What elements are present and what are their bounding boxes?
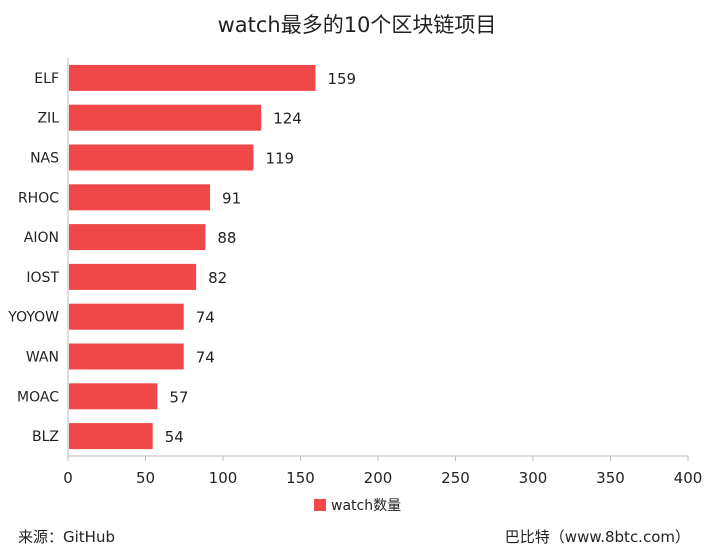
category-label: NAS [30, 151, 59, 167]
category-label: YOYOW [7, 310, 59, 326]
data-label: 57 [169, 388, 188, 406]
data-label: 159 [327, 70, 356, 88]
category-label: WAN [26, 350, 59, 366]
bar-moac [69, 383, 158, 410]
bar-aion [69, 224, 206, 251]
bar-yoyow [69, 303, 184, 330]
category-label: ELF [34, 71, 59, 87]
x-tick-label: 200 [364, 469, 393, 487]
bar-iost [69, 263, 197, 290]
data-label: 82 [208, 269, 227, 287]
category-label: ZIL [37, 111, 59, 127]
data-label: 88 [217, 229, 236, 247]
x-tick-label: 0 [63, 469, 73, 487]
bar-elf [69, 64, 316, 91]
x-tick-label: 400 [674, 469, 703, 487]
bar-nas [69, 144, 254, 171]
legend-label: watch数量 [331, 498, 401, 514]
category-labels: ELF ZIL NAS RHOC AION IOST YOYOW WAN MOAC BLZ [7, 71, 59, 445]
x-tick-label: 100 [209, 469, 238, 487]
x-tick-label: 250 [441, 469, 470, 487]
source-note: 来源：GitHub [18, 528, 115, 546]
category-label: AION [24, 230, 59, 246]
category-label: IOST [26, 270, 59, 286]
category-label: RHOC [18, 190, 59, 206]
data-label: 119 [265, 150, 294, 168]
x-axis-ticks: 0 50 100 150 200 250 300 350 400 [63, 456, 702, 487]
category-label: MOAC [17, 389, 59, 405]
data-label: 74 [196, 309, 215, 327]
bar-blz [69, 423, 153, 450]
credit-note: 巴比特（www.8btc.com） [505, 528, 690, 546]
data-label: 124 [273, 110, 302, 128]
bars-group [69, 64, 316, 450]
value-labels: 159 124 119 91 88 82 74 74 57 54 [165, 70, 356, 446]
x-tick-label: 150 [286, 469, 315, 487]
chart-title: watch最多的10个区块链项目 [218, 13, 497, 37]
data-label: 54 [165, 428, 184, 446]
x-tick-label: 50 [136, 469, 155, 487]
bar-rhoc [69, 184, 211, 211]
category-label: BLZ [32, 429, 59, 445]
data-label: 91 [222, 189, 241, 207]
bar-zil [69, 104, 262, 131]
legend-swatch [314, 499, 326, 511]
legend: watch数量 [314, 498, 401, 514]
data-label: 74 [196, 349, 215, 367]
bar-wan [69, 343, 184, 370]
x-tick-label: 350 [596, 469, 625, 487]
x-tick-label: 300 [519, 469, 548, 487]
